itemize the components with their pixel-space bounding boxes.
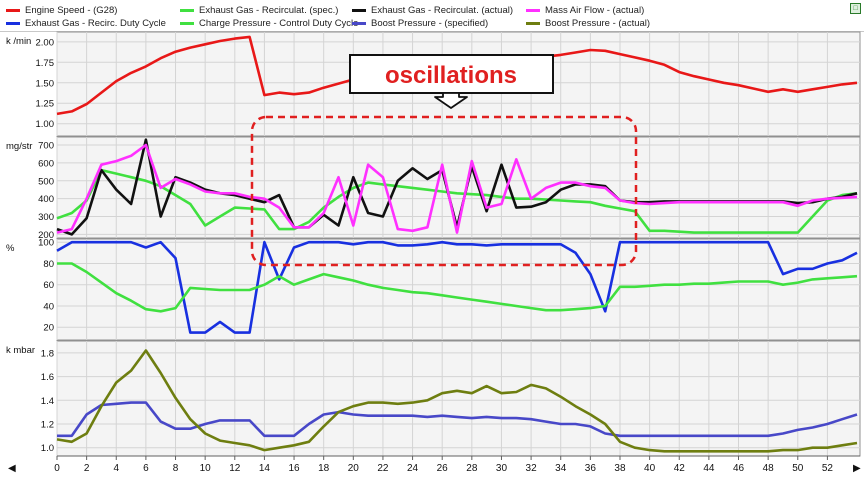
y-tick-label: 60 <box>43 280 54 291</box>
scroll-left-icon[interactable]: ◀ <box>8 463 16 474</box>
legend-swatch <box>352 9 366 12</box>
y-tick-label: 300 <box>38 212 54 223</box>
legend-label: Boost Pressure - (actual) <box>545 18 651 29</box>
x-tick-label: 52 <box>822 463 834 474</box>
x-tick-label: 46 <box>733 463 745 474</box>
y-tick-label: 1.8 <box>41 348 54 359</box>
legend-label: Exhaust Gas - Recirc. Duty Cycle <box>25 18 166 29</box>
x-tick-label: 16 <box>288 463 300 474</box>
y-tick-label: 1.00 <box>36 119 55 130</box>
legend-entry-egr-duty[interactable]: Exhaust Gas - Recirc. Duty Cycle <box>6 18 166 29</box>
legend-swatch <box>526 22 540 25</box>
legend-entry-egr-actual[interactable]: Exhaust Gas - Recirculat. (actual) <box>352 5 513 16</box>
x-tick-label: 42 <box>674 463 686 474</box>
legend: Engine Speed - (G28) Exhaust Gas - Recir… <box>0 0 864 32</box>
x-tick-label: 28 <box>466 463 478 474</box>
legend-swatch <box>526 9 540 12</box>
y-tick-label: 200 <box>38 230 54 241</box>
series-line-boost-pressure-specified- <box>57 401 858 438</box>
axis-unit-label: mg/str <box>6 141 32 152</box>
legend-entry-charge-duty[interactable]: Charge Pressure - Control Duty Cycle <box>180 18 358 29</box>
legend-swatch <box>180 9 194 12</box>
x-tick-label: 14 <box>259 463 271 474</box>
axis-unit-label: k mbar <box>6 345 35 356</box>
y-tick-label: 20 <box>43 323 54 334</box>
callout-box <box>349 54 554 94</box>
expand-icon[interactable]: □ <box>850 3 861 14</box>
y-tick-label: 1.0 <box>41 443 54 454</box>
legend-entry-maf-actual[interactable]: Mass Air Flow - (actual) <box>526 5 644 16</box>
x-tick-label: 40 <box>644 463 656 474</box>
y-tick-label: 1.50 <box>36 78 55 89</box>
x-tick-label: 4 <box>113 463 119 474</box>
legend-label: Exhaust Gas - Recirculat. (spec.) <box>199 5 339 16</box>
y-tick-label: 1.75 <box>36 58 55 69</box>
legend-swatch <box>6 9 20 12</box>
callout-arrow-icon <box>434 92 468 109</box>
series-line-boost-pressure-actual- <box>56 349 858 453</box>
x-tick-label: 10 <box>200 463 212 474</box>
x-tick-label: 0 <box>54 463 60 474</box>
y-tick-label: 500 <box>38 176 54 187</box>
x-tick-label: 24 <box>407 463 419 474</box>
x-tick-label: 44 <box>703 463 715 474</box>
y-tick-label: 1.25 <box>36 99 55 110</box>
x-tick-label: 12 <box>229 463 241 474</box>
callout-text: oscillations <box>385 62 517 89</box>
series-line-exhaust-gas-recirculat-spec- <box>56 168 858 234</box>
series-line-charge-pressure-control-duty-cycle <box>57 262 858 313</box>
y-tick-label: 600 <box>38 158 54 169</box>
series-line-mass-air-flow-actual- <box>56 143 858 234</box>
legend-label: Boost Pressure - (specified) <box>371 18 489 29</box>
x-tick-label: 36 <box>585 463 597 474</box>
y-tick-label: 1.6 <box>41 372 54 383</box>
x-tick-label: 26 <box>437 463 449 474</box>
x-tick-label: 50 <box>792 463 804 474</box>
legend-entry-boost-spec[interactable]: Boost Pressure - (specified) <box>352 18 488 29</box>
y-tick-label: 1.4 <box>41 396 54 407</box>
oscillation-highlight-box <box>250 115 638 267</box>
x-tick-label: 2 <box>84 463 90 474</box>
x-tick-label: 18 <box>318 463 330 474</box>
x-tick-label: 30 <box>496 463 508 474</box>
axis-unit-label: % <box>6 243 15 254</box>
legend-label: Exhaust Gas - Recirculat. (actual) <box>371 5 514 16</box>
legend-entry-egr-spec[interactable]: Exhaust Gas - Recirculat. (spec.) <box>180 5 338 16</box>
legend-label: Engine Speed - (G28) <box>25 5 118 16</box>
legend-swatch <box>6 22 20 25</box>
x-tick-label: 8 <box>173 463 179 474</box>
legend-swatch <box>180 22 194 25</box>
y-tick-label: 40 <box>43 301 54 312</box>
x-tick-label: 20 <box>348 463 360 474</box>
legend-swatch <box>352 22 366 25</box>
x-tick-label: 6 <box>143 463 149 474</box>
x-tick-label: 34 <box>555 463 567 474</box>
legend-label: Charge Pressure - Control Duty Cycle <box>199 18 359 29</box>
y-tick-label: 400 <box>38 194 54 205</box>
y-tick-label: 2.00 <box>36 37 55 48</box>
x-tick-label: 48 <box>763 463 775 474</box>
legend-entry-engine-speed[interactable]: Engine Speed - (G28) <box>6 5 117 16</box>
y-tick-label: 80 <box>43 259 54 270</box>
legend-label: Mass Air Flow - (actual) <box>545 5 645 16</box>
x-tick-label: 32 <box>526 463 538 474</box>
scroll-right-icon[interactable]: ▶ <box>853 463 861 474</box>
x-tick-label: 38 <box>614 463 626 474</box>
y-tick-label: 700 <box>38 141 54 152</box>
y-tick-label: 100 <box>38 238 54 249</box>
x-tick-label: 22 <box>377 463 389 474</box>
legend-entry-boost-actual[interactable]: Boost Pressure - (actual) <box>526 18 650 29</box>
y-tick-label: 1.2 <box>41 419 54 430</box>
axis-unit-label: k /min <box>6 36 31 47</box>
series-line-exhaust-gas-recirc-duty-cycle <box>56 240 858 334</box>
plot-area-2 <box>56 238 861 341</box>
